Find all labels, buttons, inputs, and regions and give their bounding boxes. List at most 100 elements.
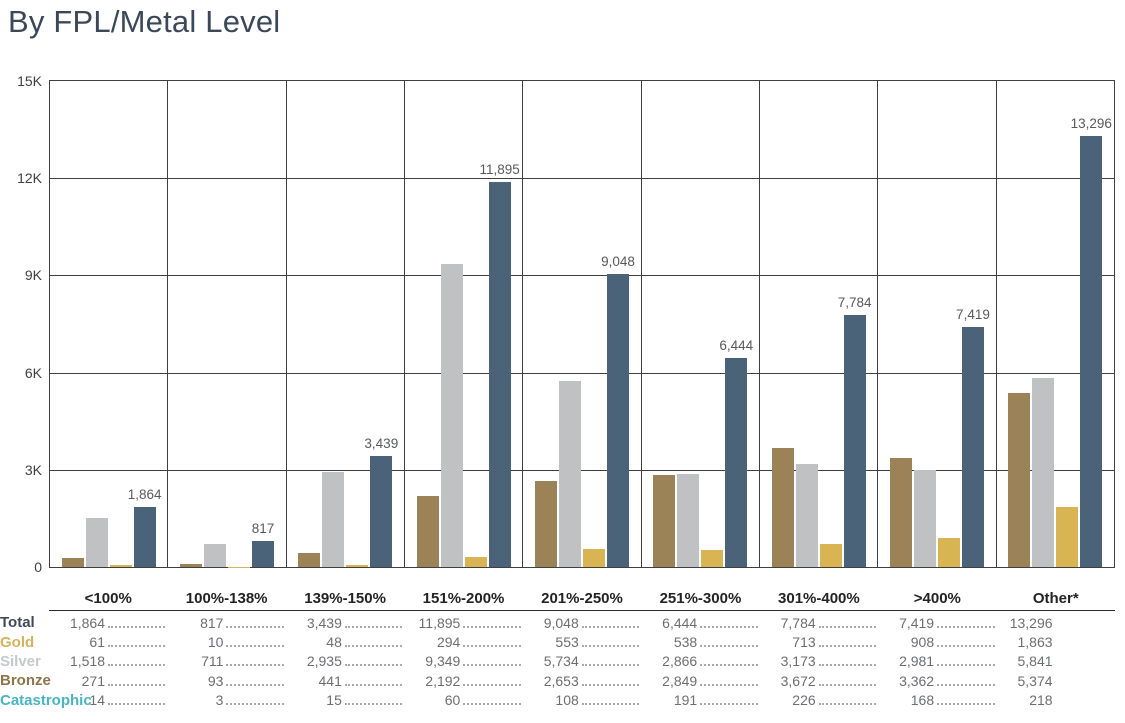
cell-value: 15 — [326, 692, 342, 709]
bar-bronze[interactable] — [534, 481, 557, 567]
table-cell: 9,048 — [523, 615, 641, 631]
dot-leader — [937, 683, 995, 686]
bar-total[interactable] — [1080, 136, 1103, 567]
bar-bronze[interactable] — [61, 558, 84, 567]
bar-group-other: 13,296 — [997, 81, 1114, 567]
dot-leader — [463, 664, 521, 667]
bar-slot — [85, 81, 108, 567]
category-header: 139%-150% — [304, 590, 386, 607]
dot-leader — [700, 645, 758, 648]
cell-value: 226 — [792, 692, 816, 709]
bar-total[interactable] — [370, 455, 393, 567]
cell-value: 168 — [910, 692, 935, 709]
dot-leader — [463, 683, 521, 686]
bar-bronze[interactable] — [298, 552, 321, 567]
dot-leader — [108, 645, 166, 648]
bar-bronze[interactable] — [1008, 392, 1031, 567]
bar-silver[interactable] — [1032, 377, 1055, 567]
category-header: 100%-138% — [185, 590, 268, 607]
cell-value: 61 — [89, 634, 105, 651]
bar-silver[interactable] — [85, 517, 108, 567]
bar-gold[interactable] — [464, 557, 487, 567]
category-header: 301%-400% — [778, 590, 860, 607]
total-value-label: 3,439 — [364, 435, 399, 451]
bar-group-151-200: 11,895 — [405, 81, 524, 567]
bar-bronze[interactable] — [771, 448, 794, 567]
bar-gold[interactable] — [346, 565, 369, 567]
bar-total[interactable] — [606, 273, 629, 567]
table-cell: 93 — [167, 673, 285, 689]
bar-total[interactable] — [725, 358, 748, 567]
cell-value: 93 — [207, 672, 224, 689]
bar-silver[interactable] — [677, 474, 700, 567]
bar-gold[interactable] — [819, 543, 842, 567]
dot-leader — [344, 683, 403, 686]
table-cell: 48 — [286, 634, 404, 650]
bar-silver[interactable] — [913, 470, 936, 567]
bar-slot — [109, 81, 132, 567]
bar-silver[interactable] — [440, 264, 463, 567]
bar-gold[interactable] — [582, 549, 605, 567]
bar-total[interactable] — [843, 314, 866, 567]
bar-bronze[interactable] — [416, 495, 439, 567]
dot-leader — [818, 703, 877, 706]
table-cell: 5,734 — [523, 653, 641, 669]
bar-silver[interactable] — [203, 543, 226, 567]
bar-silver[interactable] — [322, 471, 345, 567]
cell-value: 191 — [673, 692, 698, 709]
bar-total[interactable] — [251, 540, 274, 567]
table-cell: 294 — [404, 634, 522, 650]
bar-slot — [677, 81, 700, 567]
bar-slot — [464, 81, 487, 567]
plot-area: 1,864 817 3,439 11,895 9,048 6,444 7,784 7,419 1… — [49, 80, 1115, 568]
dot-leader — [937, 664, 995, 667]
bar-gold[interactable] — [1056, 506, 1079, 567]
bar-total[interactable] — [961, 326, 984, 567]
table-cell: 60 — [404, 692, 522, 708]
metal-level-table: Total 1,864 817 3,439 11,895 9,048 6,444 7,784 7… — [0, 613, 1115, 710]
dot-leader — [581, 664, 640, 667]
table-cell: 3,672 — [760, 673, 878, 689]
dot-leader — [463, 645, 521, 648]
row-label: Total — [0, 614, 35, 632]
row-label: Bronze — [0, 672, 51, 690]
gridline — [50, 178, 1114, 180]
bar-silver[interactable] — [558, 381, 581, 567]
table-cell: 7,419 — [878, 615, 996, 631]
bar-gold[interactable] — [937, 537, 960, 567]
bar-bronze[interactable] — [653, 474, 676, 567]
dot-leader — [226, 645, 284, 648]
bar-slot — [701, 81, 724, 567]
cell-value: 218 — [1029, 692, 1053, 709]
bar-slot — [440, 81, 463, 567]
cell-value: 2,653 — [543, 672, 579, 689]
bar-total[interactable] — [488, 181, 511, 567]
bar-gold[interactable] — [701, 549, 724, 567]
table-cell: 3,439 — [286, 615, 404, 631]
cell-value: 7,419 — [899, 614, 935, 631]
bar-slot — [534, 81, 557, 567]
bar-bronze[interactable] — [179, 564, 202, 567]
table-cell: 2,866 — [641, 653, 759, 669]
bar-total[interactable] — [133, 506, 156, 567]
dot-leader — [937, 703, 995, 706]
bar-slot — [1032, 81, 1055, 567]
bar-bronze[interactable] — [889, 458, 912, 567]
table-row-silver: Silver 1,518 711 2,935 9,349 5,734 2,866 3,173 2… — [0, 652, 1115, 671]
bar-slot — [819, 81, 842, 567]
table-cell: 441 — [286, 673, 404, 689]
dot-leader — [226, 683, 284, 686]
bar-gold[interactable] — [109, 565, 132, 567]
cell-value: 3,672 — [780, 672, 816, 689]
cell-value: 2,981 — [899, 653, 935, 670]
cell-value: 5,841 — [1017, 653, 1053, 670]
table-cell: 908 — [878, 634, 996, 650]
cell-value: 553 — [555, 634, 579, 651]
dot-leader — [108, 625, 166, 628]
bar-slot: 817 — [252, 81, 274, 567]
gridline — [50, 275, 1114, 277]
table-cell: 218 — [997, 692, 1115, 708]
dot-leader — [108, 703, 166, 706]
cell-value: 1,863 — [1017, 634, 1053, 651]
bar-silver[interactable] — [795, 464, 818, 567]
